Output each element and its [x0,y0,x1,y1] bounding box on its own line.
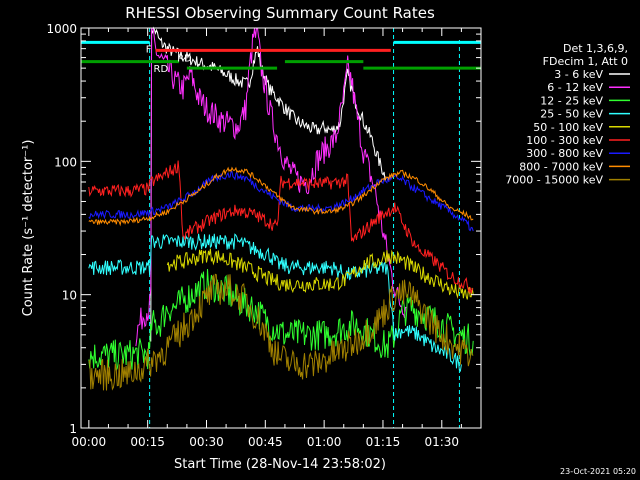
state-label: RD [177,54,192,65]
y-tick-label: 100 [54,155,77,169]
legend-entry-label: 12 - 25 keV [540,94,603,107]
legend-entry-label: 6 - 12 keV [547,81,603,94]
y-axis-label: Count Rate (s⁻¹ detector⁻¹) [21,140,36,317]
series-line-2 [88,268,474,371]
series-line-4 [166,248,474,300]
series-line-0 [150,26,387,342]
legend-entry-label: 50 - 100 keV [533,121,603,134]
legend-entry-label: 3 - 6 keV [554,68,603,81]
x-tick-label: 00:15 [130,435,165,449]
x-tick-label: 01:15 [366,435,401,449]
legend-entry-label: 7000 - 15000 keV [505,174,603,187]
timestamp: 23-Oct-2021 05:20 [560,467,636,476]
x-tick-label: 00:00 [72,435,107,449]
series-line-7 [88,166,474,227]
series-line-3 [88,233,462,373]
state-label: RD [154,64,169,75]
plot-frame [80,27,482,429]
x-tick-label: 01:30 [424,435,459,449]
legend-entry-label: 25 - 50 keV [540,108,603,121]
y-tick-label: 1000 [46,22,77,36]
y-tick-label: 10 [62,289,77,303]
series-line-8 [88,273,474,391]
x-tick-label: 01:00 [307,435,342,449]
y-tick-label: 1 [69,422,77,436]
legend-entry-label: 800 - 7000 keV [519,160,603,173]
series-line-1 [135,27,407,347]
x-tick-label: 00:30 [189,435,224,449]
x-axis: 00:00 00:15 00:30 00:45 01:00 01:15 01:30 [72,28,462,449]
x-tick-label: 00:45 [248,435,283,449]
legend-header: Det 1,3,6,9, [563,42,628,55]
legend-header: FDecim 1, Att 0 [543,55,628,68]
series-line-5 [88,160,474,295]
legend-entry-label: 100 - 300 keV [526,134,603,147]
legend-entry-label: 300 - 800 keV [526,147,603,160]
y-axis: 1 10 100 1000 [46,22,481,436]
x-axis-label: Start Time (28-Nov-14 23:58:02) [174,457,386,472]
state-label: F [146,45,152,56]
chart-title: RHESSI Observing Summary Count Rates [125,4,435,22]
